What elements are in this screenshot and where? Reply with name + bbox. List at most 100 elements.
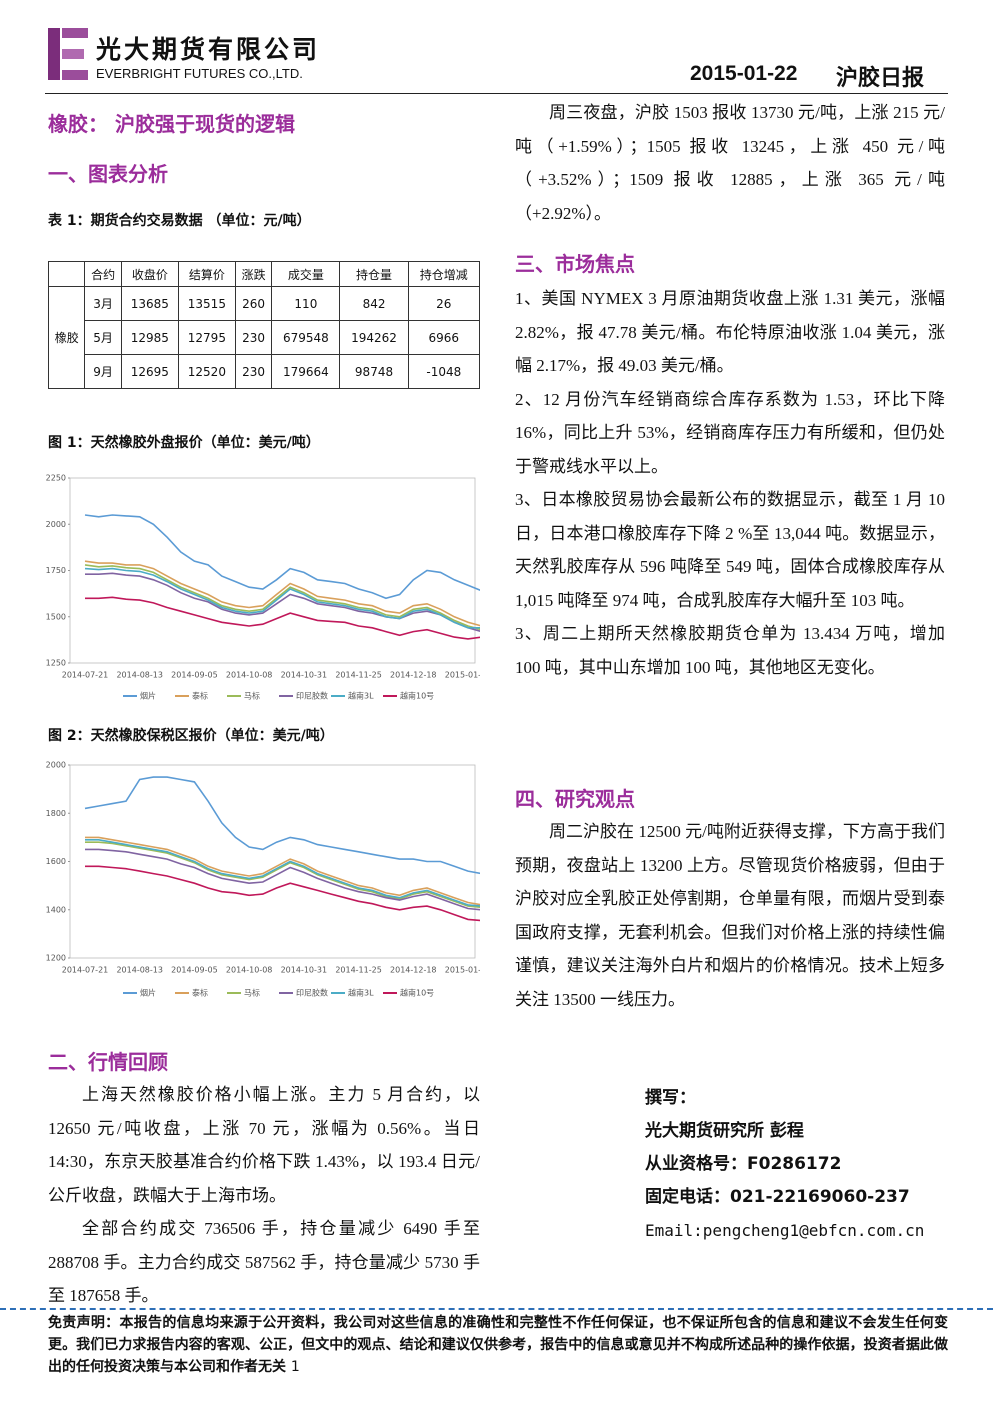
y-tick-label: 2250 — [46, 474, 66, 483]
table-header: 持仓量 — [339, 261, 409, 287]
table-cell: -1048 — [407, 354, 481, 389]
doc-title: 橡胶： 沪胶强于现货的逻辑 — [48, 112, 295, 136]
author-block: 撰写： 光大期货研究所 彭程 从业资格号：F0286172 固定电话：021-2… — [645, 1082, 924, 1247]
table-cell: 679548 — [271, 320, 341, 355]
series-line — [85, 841, 480, 908]
table-cell: 9月 — [84, 354, 122, 389]
table-cell: 230 — [234, 320, 273, 355]
series-line — [85, 572, 480, 632]
table-cell: 13515 — [177, 286, 236, 321]
x-tick-label: 2014-10-08 — [226, 671, 273, 680]
x-tick-label: 2014-09-05 — [171, 671, 218, 680]
series-line — [84, 514, 480, 600]
y-tick-label: 2000 — [46, 520, 66, 529]
y-tick-label: 1750 — [46, 566, 66, 575]
author-phone: 固定电话：021-22169060-237 — [645, 1187, 910, 1207]
x-tick-label: 2014-10-08 — [226, 966, 273, 975]
series-line — [84, 776, 480, 875]
x-tick-label: 2014-10-31 — [281, 966, 328, 975]
table-cell: 5月 — [84, 320, 122, 355]
table-cell: 194262 — [339, 320, 409, 355]
series-line — [84, 560, 480, 627]
page-number: 1 — [290, 1359, 300, 1375]
series-line — [85, 836, 480, 906]
report-name: 沪胶日报 — [836, 66, 925, 91]
chart: 1200 1400 1600 1800 2000 2014-07-21 2014-08-13… — [46, 761, 480, 998]
disclaimer: 免责声明：本报告的信息均来源于公开资料，我公司对这些信息的准确性和完整性不作任何… — [48, 1312, 948, 1378]
x-tick-label: 2014-10-31 — [281, 671, 328, 680]
table-cell: 260 — [234, 286, 273, 321]
chart-title: 图 2：天然橡胶保税区报价（单位：美元/吨） — [48, 728, 334, 744]
table-cell: 13685 — [120, 286, 179, 321]
x-tick-label: 2014-08-13 — [116, 966, 163, 975]
paragraph: 上海天然橡胶价格小幅上涨。主力 5 月合约，以 12650 元/吨收盘，上涨 7… — [48, 1085, 480, 1205]
series-line — [85, 596, 480, 640]
list-item: 3、周二上期所天然橡胶期货仓单为 13.434 万吨，增加 100 吨，其中山东… — [515, 624, 945, 677]
paragraph: 全部合约成交 736506 手，持仓量减少 6490 手至 288708 手。主… — [48, 1219, 480, 1305]
x-tick-label: 2015-01-14 — [445, 966, 480, 975]
legend-label: 泰标 — [192, 691, 208, 701]
table-cell: 12795 — [177, 320, 236, 355]
chart: 1250 1500 1750 2000 2250 2014-07-21 2014-08-13… — [46, 474, 480, 701]
list: 1、美国 NYMEX 3 月原油期货收盘上涨 1.31 美元，涨幅 2.82%，… — [515, 282, 945, 684]
table-cell: 230 — [234, 354, 273, 389]
series-line — [85, 848, 480, 911]
table-group: 橡胶 — [47, 286, 86, 389]
table-header: 合约 — [84, 261, 122, 287]
legend-label: 越南10号 — [400, 988, 434, 998]
list-item: 1、美国 NYMEX 3 月原油期货收盘上涨 1.31 美元，涨幅 2.82%，… — [515, 289, 945, 375]
x-tick-label: 2014-07-21 — [62, 671, 109, 680]
list-item: 3、日本橡胶贸易协会最新公布的数据显示，截至 1 月 10 日，日本港口橡胶库存… — [515, 490, 945, 610]
data-table: 合约 收盘价 结算价 涨跌 成交量 持仓量 持仓增减 橡胶 3月 13685 13515 260 1… — [47, 261, 481, 389]
author-email: Email:pengcheng1@ebfcn.com.cn — [645, 1221, 925, 1240]
x-tick-label: 2014-08-13 — [116, 671, 163, 680]
footer-rule — [0, 1308, 993, 1310]
paragraph: 周三夜盘，沪胶 1503 报收 13730 元/吨，上涨 215 元/吨（+1.… — [515, 103, 945, 223]
author-license: 从业资格号：F0286172 — [645, 1154, 842, 1174]
series-line — [84, 564, 480, 631]
disclaimer-text: 免责声明：本报告的信息均来源于公开资料，我公司对这些信息的准确性和完整性不作任何… — [48, 1315, 948, 1375]
legend-label: 烟片 — [140, 691, 156, 701]
series-line — [84, 567, 480, 629]
x-tick-label: 2014-11-25 — [335, 671, 382, 680]
y-tick-label: 1800 — [46, 809, 66, 818]
y-tick-label: 1400 — [46, 905, 66, 914]
table-header: 持仓增减 — [407, 261, 481, 287]
y-tick-label: 1600 — [46, 857, 66, 866]
table-cell — [47, 261, 86, 287]
legend-label: 印尼胶数 — [296, 988, 328, 998]
x-tick-label: 2015-01-14 — [445, 671, 480, 680]
legend-label: 越南10号 — [400, 691, 434, 701]
y-tick-label: 2000 — [46, 761, 66, 770]
author-label: 撰写： — [645, 1088, 696, 1108]
table-header: 收盘价 — [120, 261, 179, 287]
company-name-en: EVERBRIGHT FUTURES CO.,LTD. — [96, 66, 303, 81]
table-caption: 表 1：期货合约交易数据 （单位：元/吨） — [48, 213, 311, 229]
table-cell: 110 — [271, 286, 341, 321]
table-cell: 98748 — [339, 354, 409, 389]
report-date: 2015-01-22 — [690, 62, 798, 85]
legend-label: 烟片 — [140, 988, 156, 998]
legend-label: 印尼胶数 — [296, 691, 328, 701]
table-cell: 12520 — [177, 354, 236, 389]
author-org: 光大期货研究所 彭程 — [645, 1121, 804, 1141]
x-tick-label: 2014-11-25 — [335, 966, 382, 975]
table-cell: 26 — [407, 286, 481, 321]
table-cell: 179664 — [271, 354, 341, 389]
table-cell: 12985 — [120, 320, 179, 355]
list-item: 2、12 月份汽车经销商综合库存系数为 1.53，环比下降 16%，同比上升 5… — [515, 389, 945, 476]
series-line — [85, 865, 480, 922]
x-tick-label: 2014-12-18 — [390, 966, 437, 975]
legend-label: 马标 — [244, 691, 260, 701]
legend-label: 泰标 — [192, 988, 208, 998]
x-tick-label: 2014-12-18 — [390, 671, 437, 680]
x-tick-label: 2014-07-21 — [62, 966, 109, 975]
table-header: 涨跌 — [234, 261, 273, 287]
table-header: 成交量 — [271, 261, 341, 287]
table-cell: 6966 — [407, 320, 481, 355]
paragraph: 周二沪胶在 12500 元/吨附近获得支撑，下方高于我们预期，夜盘站上 1320… — [515, 822, 945, 1009]
table-cell: 3月 — [84, 286, 122, 321]
x-tick-label: 2014-09-05 — [171, 966, 218, 975]
y-tick-label: 1250 — [46, 659, 66, 668]
